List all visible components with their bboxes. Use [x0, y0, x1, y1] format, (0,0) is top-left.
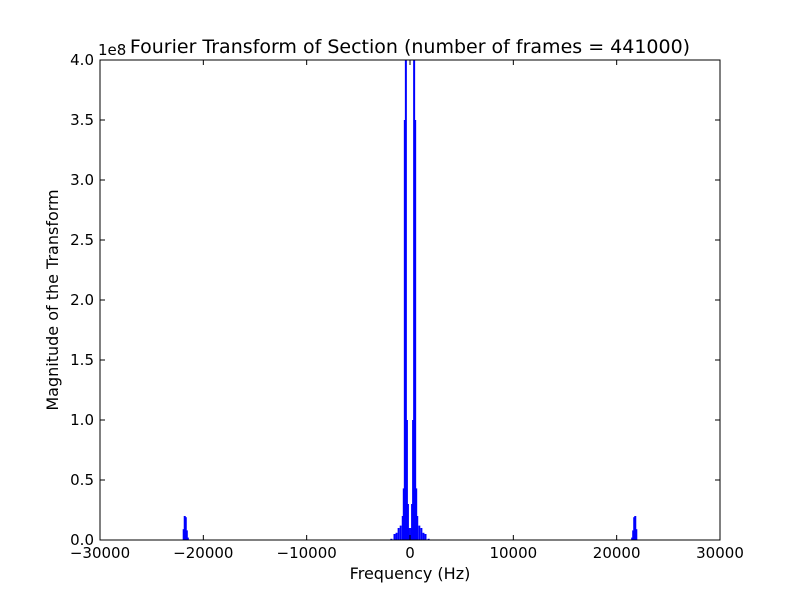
spectrum-bar [403, 120, 406, 540]
spectrum-bar [407, 528, 410, 540]
spectrum-bar [184, 517, 187, 540]
spectrum-bar [186, 537, 189, 540]
spectrum-bar [418, 525, 421, 540]
y-tick-label: 1.0 [70, 411, 94, 429]
spectrum-bar [410, 528, 413, 540]
x-tick-label: 10000 [489, 544, 537, 562]
spectrum-bar [427, 538, 430, 540]
spectrum-bar [416, 516, 419, 540]
spectrum-bar [420, 528, 423, 540]
plot-frame [99, 59, 721, 541]
spectrum-bar [393, 534, 396, 540]
spectrum-bar [635, 529, 638, 540]
spectrum-bar [182, 529, 185, 540]
spectrum-bar [390, 538, 393, 540]
spectrum-bar [631, 537, 634, 540]
y-tick-label: 3.5 [70, 111, 94, 129]
ticks-group: −30000 −20000 −10000 0 10000 20000 30000 0.0 0.5… [70, 51, 744, 562]
spectrum-bar [422, 532, 425, 540]
spectrum-bar [634, 516, 637, 540]
spectrum-bar [632, 530, 635, 540]
y-multiplier-label: 1e8 [98, 41, 126, 59]
spectrum-bar [424, 534, 427, 540]
spectrum-bar [185, 530, 188, 540]
y-tick-label: 4.0 [70, 51, 94, 69]
chart-title: Fourier Transform of Section (number of … [130, 36, 690, 58]
spectrum-bar [397, 528, 400, 540]
bars-group [182, 60, 638, 540]
spectrum-bar [183, 516, 186, 540]
spectrum-bar [402, 488, 405, 540]
x-axis-label: Frequency (Hz) [350, 564, 471, 583]
spectrum-bar [401, 516, 404, 540]
spectrum-bar [633, 517, 636, 540]
y-tick-label: 0.5 [70, 471, 94, 489]
spectrum-bar [399, 525, 402, 540]
spectrum-bar [415, 488, 418, 540]
y-tick-label: 2.0 [70, 291, 94, 309]
spectrum-bar [414, 120, 417, 540]
x-tick-label: −30000 [70, 544, 130, 562]
x-tick-label: 0 [405, 544, 415, 562]
spectrum-bar [404, 60, 407, 540]
x-tick-label: −10000 [277, 544, 337, 562]
x-tick-label: 20000 [593, 544, 641, 562]
x-tick-label: −20000 [173, 544, 233, 562]
spectrum-bar [411, 504, 414, 540]
y-tick-label: 1.5 [70, 351, 94, 369]
spectrum-bar [395, 532, 398, 540]
y-axis-label: Magnitude of the Transform [43, 189, 62, 410]
x-tick-label: 30000 [696, 544, 744, 562]
spectrum-bar [413, 60, 416, 540]
spectrum-bar [405, 420, 408, 540]
y-tick-label: 0.0 [70, 531, 94, 549]
spectrum-bar [412, 420, 415, 540]
spectrum-bar [406, 504, 409, 540]
y-tick-label: 3.0 [70, 171, 94, 189]
y-tick-label: 2.5 [70, 231, 94, 249]
